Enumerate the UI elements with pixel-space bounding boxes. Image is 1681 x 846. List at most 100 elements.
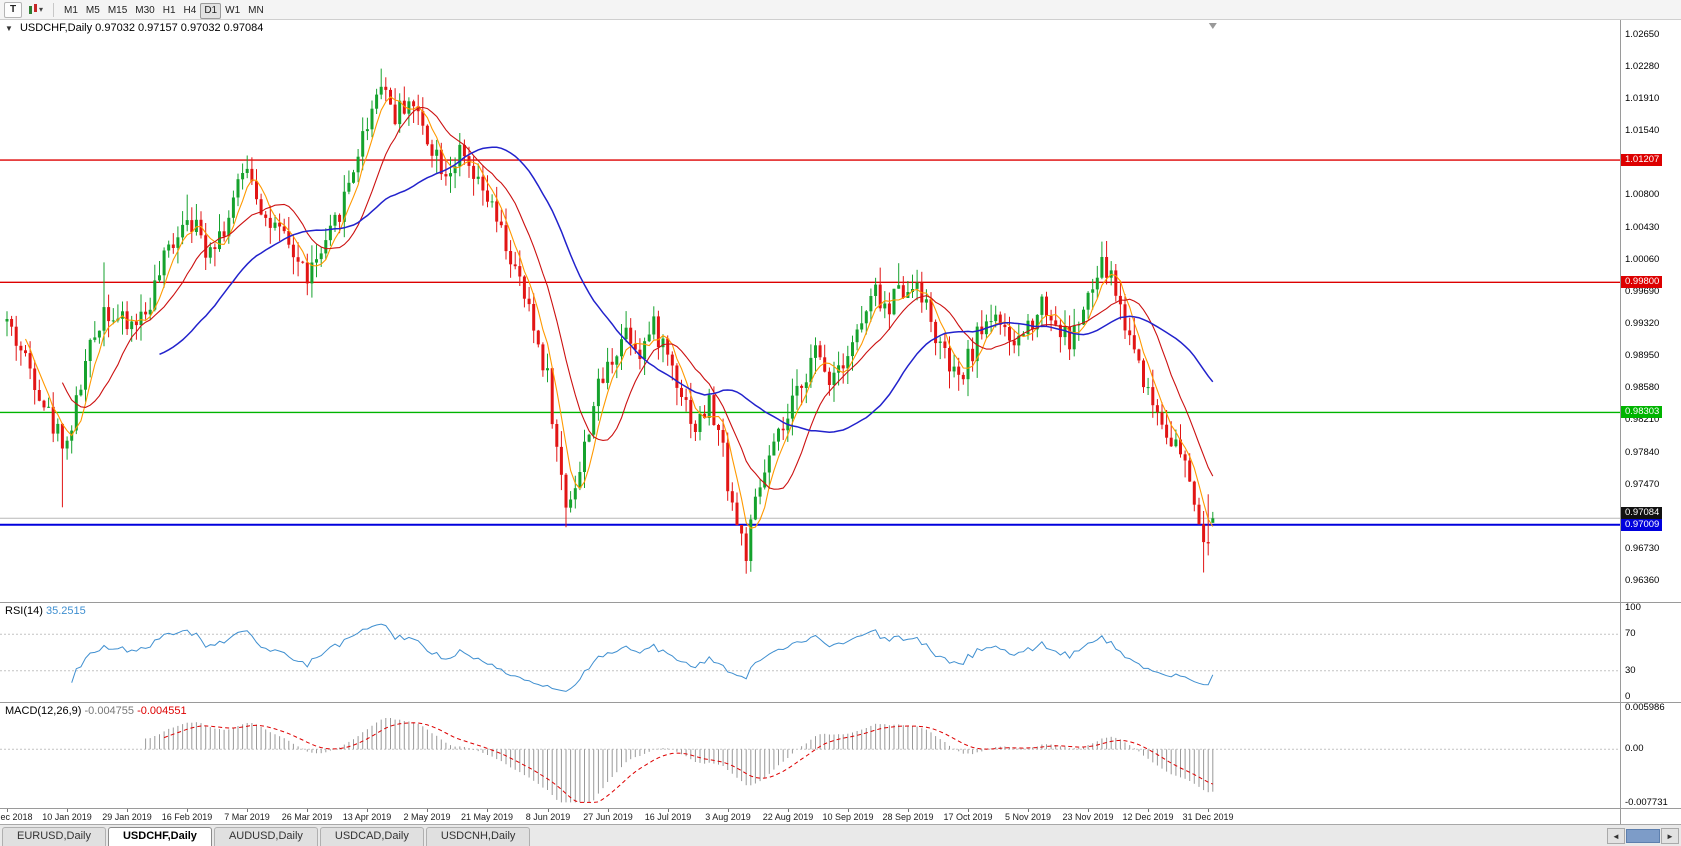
hline-price-badge: 0.99800 bbox=[1621, 276, 1663, 288]
date-label: 16 Jul 2019 bbox=[644, 812, 692, 822]
collapse-caret-icon[interactable]: ▼ bbox=[5, 24, 13, 33]
chart-tab-bar: EURUSD,Daily USDCHF,Daily AUDUSD,Daily USDC… bbox=[0, 824, 1681, 846]
date-tick bbox=[67, 809, 68, 812]
tab-audusd-daily[interactable]: AUDUSD,Daily bbox=[213, 827, 318, 846]
tab-usdchf-daily[interactable]: USDCHF,Daily bbox=[107, 827, 212, 846]
candlestick-icon bbox=[28, 3, 39, 16]
tab-scrollbar: ◄ ► bbox=[1607, 828, 1679, 846]
price-axis-label: 1.02650 bbox=[1625, 29, 1660, 40]
scroll-right-button[interactable]: ► bbox=[1661, 828, 1679, 844]
date-label: 22 Aug 2019 bbox=[762, 812, 814, 822]
timeframe-button-m1[interactable]: M1 bbox=[64, 5, 78, 17]
timeframe-button-m5[interactable]: M5 bbox=[85, 5, 100, 17]
price-axis-label: 0.97470 bbox=[1625, 479, 1660, 490]
date-label: 10 Sep 2019 bbox=[822, 812, 874, 822]
chart-window-icon[interactable]: T bbox=[4, 1, 22, 18]
price-axis-label: 1.00060 bbox=[1625, 254, 1660, 265]
main-chart-canvas[interactable] bbox=[0, 20, 1620, 602]
rsi-axis[interactable]: 100 70 30 0 bbox=[1620, 603, 1681, 702]
rsi-axis-label: 70 bbox=[1625, 628, 1636, 639]
macd-canvas[interactable] bbox=[0, 703, 1620, 808]
price-axis-label: 0.98950 bbox=[1625, 350, 1660, 361]
date-label: 16 Feb 2019 bbox=[161, 812, 213, 822]
price-axis-label: 1.02280 bbox=[1625, 61, 1660, 72]
candlestick-style-button[interactable]: ▾ bbox=[24, 2, 47, 18]
date-tick bbox=[1208, 809, 1209, 812]
date-label: 2 May 2019 bbox=[403, 812, 451, 822]
date-tick bbox=[367, 809, 368, 812]
right-arrow-icon: ► bbox=[1666, 831, 1674, 841]
date-label: 22 Dec 2018 bbox=[0, 812, 33, 822]
date-tick bbox=[848, 809, 849, 812]
macd-axis[interactable]: 0.005986 0.00 -0.007731 bbox=[1620, 703, 1681, 808]
chevron-down-icon: ▾ bbox=[39, 5, 44, 14]
timeframe-button-d1[interactable]: D1 bbox=[200, 2, 222, 19]
price-axis-label: 0.98210 bbox=[1625, 414, 1660, 425]
price-axis-label: 0.99690 bbox=[1625, 286, 1660, 297]
timeframe-button-h1[interactable]: H1 bbox=[162, 5, 176, 17]
hline-price-badge: 0.98303 bbox=[1621, 406, 1663, 418]
tab-usdcad-daily[interactable]: USDCAD,Daily bbox=[319, 827, 424, 846]
toolbar-separator bbox=[53, 2, 55, 17]
macd-axis-label: -0.007731 bbox=[1625, 797, 1668, 808]
date-axis[interactable]: 22 Dec 2018 10 Jan 2019 29 Jan 2019 16 Feb … bbox=[0, 808, 1681, 824]
axis-corner-line bbox=[1620, 809, 1621, 824]
left-arrow-icon: ◄ bbox=[1612, 831, 1620, 841]
macd-signal-value: -0.004551 bbox=[137, 705, 187, 717]
hline-price-badge: 1.01207 bbox=[1621, 154, 1663, 166]
date-tick bbox=[968, 809, 969, 812]
chart-title-row: ▼ USDCHF,Daily 0.97032 0.97157 0.97032 0… bbox=[5, 22, 263, 34]
date-label: 8 Jun 2019 bbox=[525, 812, 571, 822]
rsi-axis-label: 30 bbox=[1625, 665, 1636, 676]
rsi-axis-label: 100 bbox=[1625, 603, 1641, 613]
rsi-label-row: RSI(14) 35.2515 bbox=[5, 605, 86, 617]
date-tick bbox=[1088, 809, 1089, 812]
date-label: 17 Oct 2019 bbox=[943, 812, 993, 822]
rsi-canvas[interactable] bbox=[0, 603, 1620, 702]
date-label: 12 Dec 2019 bbox=[1122, 812, 1174, 822]
date-tick bbox=[1028, 809, 1029, 812]
price-axis-label: 0.96360 bbox=[1625, 575, 1660, 586]
macd-label-row: MACD(12,26,9) -0.004755 -0.004551 bbox=[5, 705, 187, 717]
date-tick bbox=[247, 809, 248, 812]
tab-usdcnh-daily[interactable]: USDCNH,Daily bbox=[425, 827, 531, 846]
price-axis-label: 0.98580 bbox=[1625, 382, 1660, 393]
scroll-left-button[interactable]: ◄ bbox=[1607, 828, 1625, 844]
macd-indicator-name: MACD(12,26,9) bbox=[5, 705, 82, 717]
top-toolbar: T ▾ M1 M5 M15 M30 H1 H4 D1 W1 MN bbox=[0, 0, 1681, 20]
chart-title: USDCHF,Daily bbox=[19, 22, 93, 34]
tab-eurusd-daily[interactable]: EURUSD,Daily bbox=[2, 827, 106, 846]
rsi-value: 35.2515 bbox=[45, 605, 86, 617]
date-label: 21 May 2019 bbox=[460, 812, 514, 822]
date-label: 10 Jan 2019 bbox=[42, 812, 92, 822]
date-label: 31 Dec 2019 bbox=[1182, 812, 1234, 822]
timeframe-button-group: M1 M5 M15 M30 H1 H4 D1 W1 MN bbox=[60, 0, 268, 19]
date-tick bbox=[1148, 809, 1149, 812]
date-tick bbox=[908, 809, 909, 812]
date-tick bbox=[788, 809, 789, 812]
date-tick bbox=[187, 809, 188, 812]
timeframe-button-m30[interactable]: M30 bbox=[135, 5, 155, 17]
date-tick bbox=[668, 809, 669, 812]
ohlc-readout: 0.97032 0.97157 0.97032 0.97084 bbox=[95, 22, 264, 34]
timeframe-button-mn[interactable]: MN bbox=[248, 5, 264, 17]
timeframe-button-w1[interactable]: W1 bbox=[225, 5, 241, 17]
chart-area: ▼ USDCHF,Daily 0.97032 0.97157 0.97032 0… bbox=[0, 20, 1681, 824]
date-label: 27 Jun 2019 bbox=[583, 812, 633, 822]
rsi-indicator-name: RSI(14) bbox=[5, 605, 43, 617]
rsi-panel: RSI(14) 35.2515 100 70 30 0 bbox=[0, 602, 1681, 702]
price-axis-label: 0.99320 bbox=[1625, 318, 1660, 329]
date-tick bbox=[7, 809, 8, 812]
timeframe-button-m15[interactable]: M15 bbox=[107, 5, 128, 17]
macd-axis-label: 0.00 bbox=[1625, 743, 1644, 754]
scrollbar-thumb[interactable] bbox=[1626, 829, 1660, 843]
date-label: 3 Aug 2019 bbox=[705, 812, 751, 822]
date-label: 28 Sep 2019 bbox=[882, 812, 934, 822]
timeframe-button-h4[interactable]: H4 bbox=[183, 5, 197, 17]
date-label: 13 Apr 2019 bbox=[342, 812, 392, 822]
rsi-axis-label: 0 bbox=[1625, 691, 1631, 702]
price-axis[interactable]: 1.02650 1.02280 1.01910 1.01540 1.00800 1.004… bbox=[1620, 20, 1681, 602]
date-label: 23 Nov 2019 bbox=[1062, 812, 1114, 822]
price-axis-label: 1.01540 bbox=[1625, 125, 1660, 136]
price-axis-label: 1.00430 bbox=[1625, 222, 1660, 233]
